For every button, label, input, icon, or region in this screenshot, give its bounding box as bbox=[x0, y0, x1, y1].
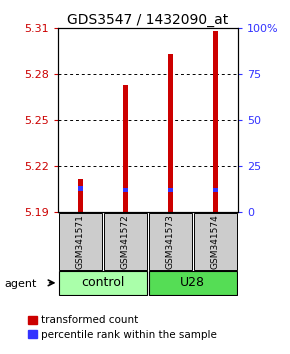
Bar bbox=[168, 188, 173, 193]
Bar bbox=[213, 188, 218, 193]
Title: GDS3547 / 1432090_at: GDS3547 / 1432090_at bbox=[67, 13, 229, 27]
Legend: transformed count, percentile rank within the sample: transformed count, percentile rank withi… bbox=[28, 315, 217, 339]
Text: agent: agent bbox=[4, 279, 37, 289]
Bar bbox=[123, 188, 128, 193]
Bar bbox=[104, 213, 147, 270]
Bar bbox=[59, 213, 102, 270]
Bar bbox=[123, 85, 128, 212]
Text: GSM341571: GSM341571 bbox=[76, 214, 85, 269]
Text: control: control bbox=[81, 276, 125, 289]
Bar bbox=[194, 213, 237, 270]
Text: GSM341572: GSM341572 bbox=[121, 214, 130, 269]
Bar bbox=[168, 55, 173, 212]
Bar bbox=[78, 186, 83, 191]
Bar bbox=[213, 32, 218, 212]
Bar bbox=[149, 271, 237, 295]
Bar bbox=[59, 271, 147, 295]
Text: U28: U28 bbox=[180, 276, 205, 289]
Bar bbox=[78, 179, 83, 212]
Bar bbox=[149, 213, 192, 270]
Text: GSM341574: GSM341574 bbox=[211, 214, 220, 269]
Text: GSM341573: GSM341573 bbox=[166, 214, 175, 269]
